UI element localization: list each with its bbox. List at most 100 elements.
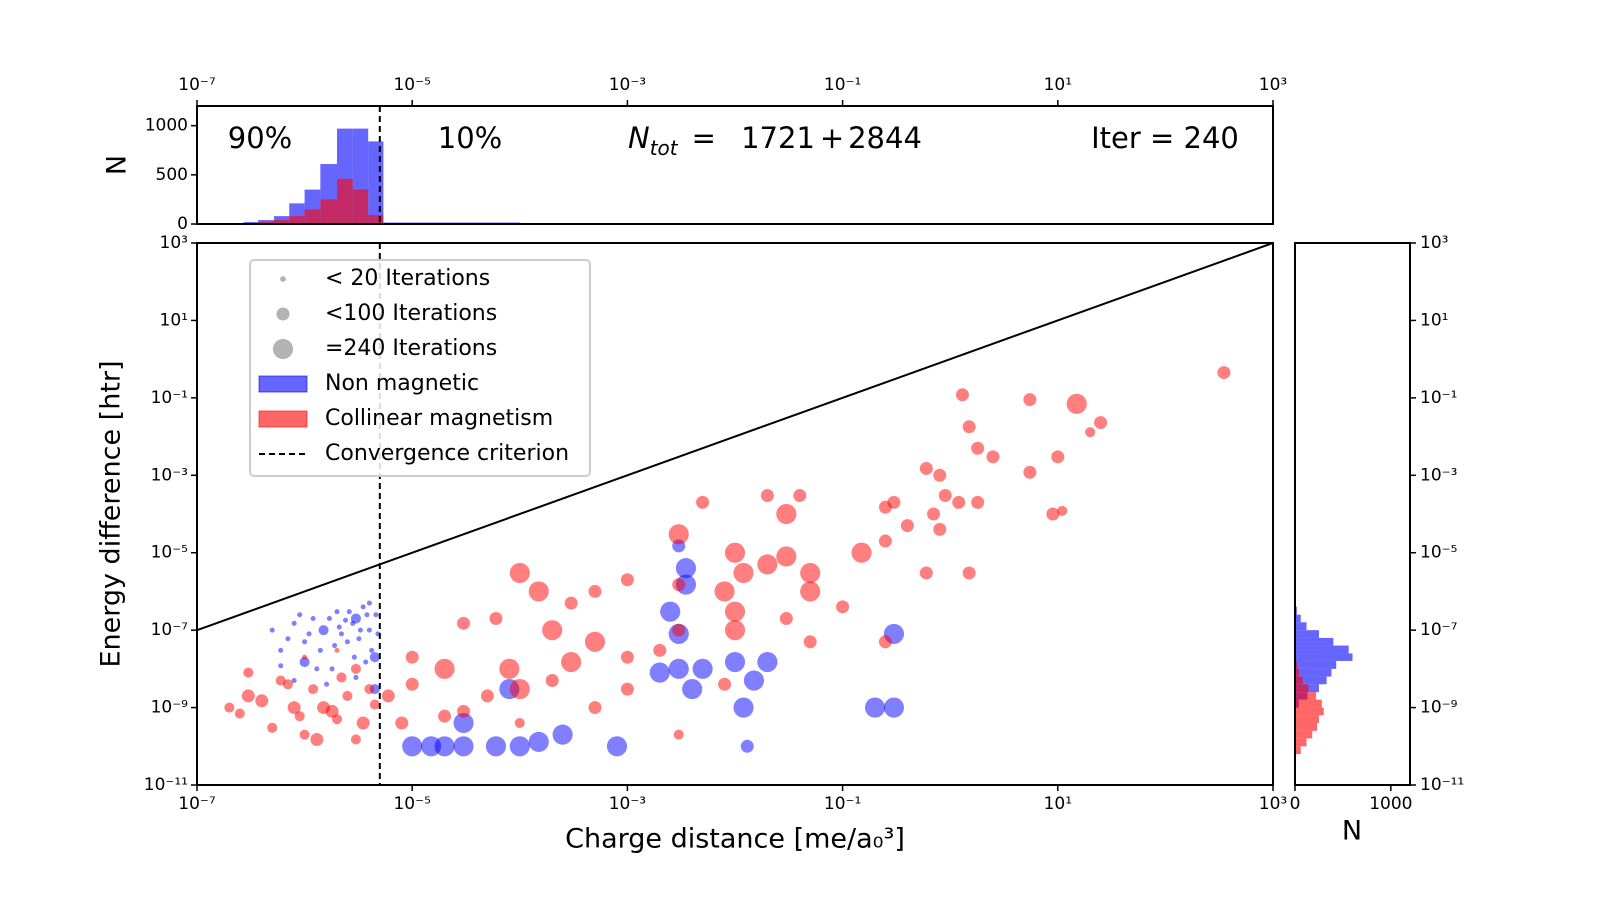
- scatter-point: [342, 617, 349, 623]
- scatter-point: [356, 636, 362, 642]
- scatter-point: [933, 468, 947, 482]
- hist-bar: [1295, 707, 1324, 716]
- legend-label: Collinear magnetism: [325, 406, 553, 431]
- scatter-point: [887, 495, 901, 509]
- y-tick-label: 10⁻¹: [1420, 388, 1457, 408]
- x-tick-label: 10¹: [1044, 75, 1072, 95]
- scatter-point: [318, 625, 329, 636]
- scatter-point: [453, 736, 474, 757]
- legend-swatch: [258, 410, 308, 428]
- scatter-point: [405, 677, 419, 691]
- scatter-point: [660, 601, 681, 622]
- y-tick-label: 10⁻¹¹: [1420, 775, 1464, 795]
- scatter-point: [314, 666, 320, 672]
- x-tick-label: 10⁻³: [609, 794, 646, 814]
- scatter-point: [779, 611, 793, 625]
- hist-bar: [368, 215, 384, 224]
- axes-frame: [196, 242, 1274, 786]
- iteration-note: Iter = 240: [1091, 121, 1239, 155]
- legend-label: Non magnetic: [325, 371, 479, 396]
- hist-bar: [1295, 676, 1327, 685]
- scatter-point: [457, 616, 471, 630]
- scatter-point: [480, 689, 494, 703]
- scatter-point: [366, 600, 372, 606]
- legend-label: <100 Iterations: [325, 301, 497, 326]
- y-tick-label: 10⁻¹: [151, 388, 188, 408]
- y-tick-label: 500: [156, 165, 188, 185]
- scatter-point: [241, 689, 255, 703]
- y-tick-label: 10³: [160, 233, 188, 253]
- y-tick-label: 1000: [145, 116, 188, 136]
- x-tick-label: 10⁻⁷: [178, 75, 216, 95]
- scatter-point: [334, 609, 340, 615]
- total-formula: Ntot =: [628, 121, 716, 160]
- scatter-point: [878, 534, 892, 548]
- total-count: 1721: [741, 121, 815, 155]
- legend-box: [249, 259, 591, 477]
- scatter-point: [760, 489, 774, 503]
- hist-bar: [336, 178, 353, 224]
- x-tick-label: 10⁻⁵: [393, 75, 430, 95]
- scatter-point: [620, 650, 634, 664]
- hist-bar: [1295, 692, 1317, 700]
- reference-line: [196, 242, 1274, 632]
- hist-bar: [1295, 730, 1313, 739]
- y-tick-label: 10¹: [160, 310, 188, 330]
- scatter-point: [360, 604, 366, 610]
- legend-swatch: [258, 375, 308, 393]
- scatter-point: [733, 562, 754, 584]
- scatter-point: [1051, 450, 1065, 464]
- scatter-point: [971, 441, 985, 455]
- scatter-point: [900, 519, 914, 533]
- scatter-point: [509, 679, 530, 700]
- scatter-point: [724, 651, 746, 673]
- scatter-point: [350, 734, 361, 745]
- x-tick-label: 10³: [1259, 794, 1287, 814]
- scatter-point: [234, 708, 245, 719]
- scatter-point: [344, 639, 350, 645]
- x-tick-label: 10³: [1259, 75, 1287, 95]
- scatter-point: [438, 709, 452, 723]
- scatter-point: [342, 690, 353, 701]
- scatter-point: [299, 729, 310, 740]
- scatter-point: [381, 689, 395, 703]
- y-tick-label: 10⁻⁷: [1420, 620, 1458, 640]
- legend-size-marker: [272, 338, 294, 360]
- scatter-point: [369, 699, 380, 710]
- scatter-point: [552, 724, 573, 745]
- hist-bar: [274, 220, 290, 224]
- hist-bar: [1295, 715, 1319, 723]
- scatter-point: [800, 562, 821, 584]
- scatter-point: [278, 647, 284, 653]
- scatter-point: [653, 643, 667, 657]
- total-equals: =: [692, 121, 716, 155]
- scatter-point: [528, 731, 549, 752]
- hist-bar: [1295, 699, 1322, 708]
- scatter-point: [285, 636, 291, 642]
- scatter-point: [1217, 366, 1231, 380]
- y-tick-label: 10⁻³: [151, 465, 188, 485]
- hist-bar: [1295, 668, 1299, 677]
- scatter-point: [803, 635, 817, 649]
- scatter-point: [733, 697, 754, 718]
- scatter-point: [649, 662, 670, 683]
- scatter-point: [561, 651, 582, 673]
- scatter-point: [278, 663, 284, 669]
- hist-bar: [1295, 645, 1349, 654]
- scatter-point: [306, 631, 312, 637]
- scatter-point: [962, 420, 976, 434]
- x-tick-label: 10⁻¹: [824, 794, 861, 814]
- scatter-point: [434, 736, 455, 757]
- scatter-point: [938, 489, 952, 503]
- scatter-point: [509, 562, 530, 584]
- scatter-point: [357, 627, 363, 633]
- scatter-point: [620, 682, 634, 696]
- hist-bar: [1295, 668, 1332, 677]
- y-tick-label: 0: [177, 214, 188, 234]
- axes-frame: [196, 105, 1274, 225]
- scatter-point: [682, 679, 703, 700]
- scatter-point: [364, 612, 370, 618]
- scatter-point: [672, 578, 686, 592]
- hist-bar: [368, 141, 384, 224]
